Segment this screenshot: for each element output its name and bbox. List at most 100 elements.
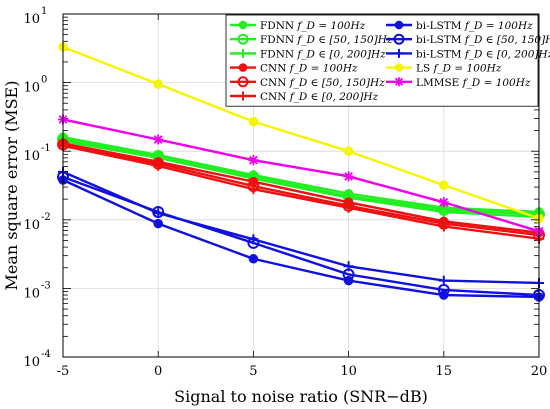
legend-label-main: FDNN [260,20,297,32]
marker-star [394,77,404,87]
x-tick-label: -5 [57,364,70,379]
legend-label-main: FDNN [260,48,297,60]
marker-plus [438,221,449,232]
y-tick-label: 10 [23,355,40,370]
legend-item: FDNN f_D = 100Hz [230,20,366,32]
marker-dot [439,180,449,190]
marker-star [343,171,354,182]
legend-label: LMMSE f_D = 100Hz [416,77,531,89]
series-line [62,136,540,214]
legend-label: LS f_D = 100Hz [416,63,502,75]
legend-label-math: f_D = 100Hz [433,63,502,75]
legend-label-math: f_D ∈ [0, 200]Hz [464,48,550,60]
legend-item: bi-LSTM f_D ∈ [50, 150]Hz [386,33,550,46]
series-line [62,178,540,299]
legend-label-math: f_D = 100Hz [296,20,365,32]
x-tick-label: 15 [436,364,453,379]
marker-dot [248,116,259,127]
legend-item: CNN f_D ∈ [50, 150]Hz [230,76,385,89]
marker-plus [343,261,354,272]
series-line [62,144,540,240]
legend-item: bi-LSTM f_D ∈ [0, 200]Hz [386,48,550,60]
marker-plus [438,206,449,217]
legend-label: FDNN f_D ∈ [0, 200]Hz [260,48,386,60]
series-10 [58,42,544,224]
y-tick-exponent: -2 [41,212,51,223]
legend-label: bi-LSTM f_D ∈ [0, 200]Hz [416,48,550,60]
legend-label: CNN f_D ∈ [50, 150]Hz [260,77,385,89]
marker-dot [238,63,248,72]
marker-dot [394,20,404,30]
legend-label-math: f_D ∈ [50, 150]Hz [464,34,550,46]
marker-dot [153,218,163,229]
legend-label-math: f_D = 100Hz [462,77,531,89]
legend-label: bi-LSTM f_D = 100Hz [416,20,533,32]
legend-item: bi-LSTM f_D = 100Hz [386,20,533,32]
legend-label: bi-LSTM f_D ∈ [50, 150]Hz [416,34,550,46]
legend-label-main: bi-LSTM [416,34,465,46]
series-line [62,45,540,220]
legend-label-math: f_D ∈ [0, 200]Hz [296,48,386,60]
marker-plus [238,91,248,101]
legend-label-main: CNN [260,63,290,75]
marker-plus [343,202,354,213]
series-line [62,137,540,216]
marker-plus [394,48,404,58]
marker-circle [237,76,249,88]
legend-label: CNN f_D = 100Hz [260,63,358,75]
y-tick-exponent: -4 [41,349,51,360]
legend-label: CNN f_D ∈ [0, 200]Hz [260,91,378,103]
marker-plus [248,184,259,195]
x-tick-label: 5 [249,364,257,379]
legend-label: FDNN f_D = 100Hz [260,20,366,32]
series-line [62,143,540,237]
y-tick-label: 10 [23,149,40,164]
marker-star [153,134,164,145]
series-11 [58,114,544,237]
marker-dot [343,146,354,156]
marker-dot [238,20,248,30]
series-line [62,142,540,234]
y-tick-label: 10 [23,286,40,301]
plot-frame [62,13,540,358]
marker-circle [237,33,249,45]
y-tick-exponent: -1 [41,143,51,154]
y-tick-exponent: -3 [41,280,51,291]
legend-label-main: bi-LSTM [416,48,465,60]
legend-label-math: f_D = 100Hz [464,20,533,32]
legend-item: CNN f_D = 100Hz [230,63,358,75]
marker-plus [438,275,449,286]
y-tick-label: 10 [23,12,40,27]
marker-plus [153,160,164,171]
marker-dot [153,79,163,89]
x-tick-label: 20 [531,364,548,379]
y-axis-label: Mean square error (MSE) [2,81,21,291]
legend-box [225,14,539,107]
marker-star [438,197,449,208]
legend-label-main: LS [416,63,434,75]
marker-plus [248,234,259,245]
y-tick-label: 10 [23,218,40,233]
legend-label-math: f_D ∈ [0, 200]Hz [289,91,379,103]
legend-item: FDNN f_D ∈ [50, 150]Hz [230,33,393,46]
series-1 [58,132,544,217]
marker-plus [153,208,164,219]
legend-label: FDNN f_D ∈ [50, 150]Hz [260,34,393,46]
legend-item: LS f_D = 100Hz [386,63,502,75]
legend-label-main: LMMSE [416,77,463,89]
legend-item: CNN f_D ∈ [0, 200]Hz [230,91,378,103]
marker-circle [393,33,405,45]
legend-label-math: f_D = 100Hz [289,63,358,75]
legend-item: LMMSE f_D = 100Hz [386,77,531,89]
series-2 [57,133,545,221]
x-axis-label: Signal to noise ratio (SNR−dB) [174,387,428,406]
marker-dot [248,254,259,264]
series-line [62,118,540,233]
legend-label-main: CNN [260,91,290,103]
series-line [62,139,540,219]
legend-label-math: f_D ∈ [50, 150]Hz [296,34,392,46]
legend-item: FDNN f_D ∈ [0, 200]Hz [230,48,386,60]
x-tick-label: 0 [154,364,162,379]
